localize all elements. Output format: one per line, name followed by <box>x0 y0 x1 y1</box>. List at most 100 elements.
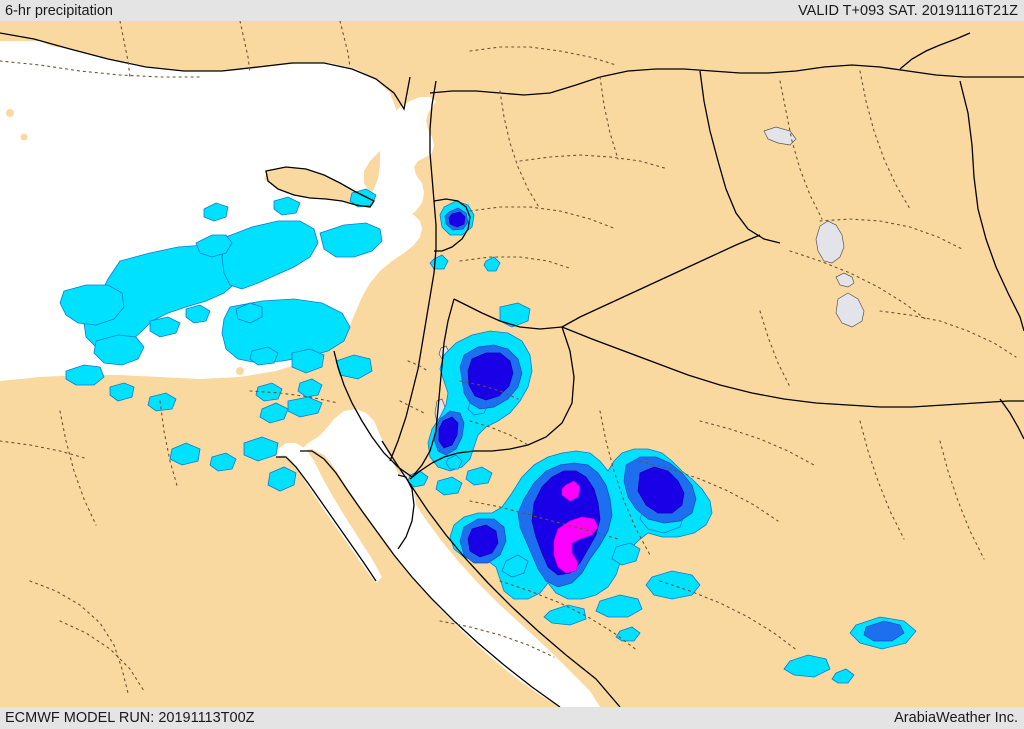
border-israel-egypt <box>333 350 413 478</box>
lake-habbaniyah <box>835 272 855 288</box>
admin-iraq-e <box>879 310 1017 358</box>
precip-layer-very-heavy <box>553 480 599 574</box>
sea-gulf-of-aqaba <box>392 473 416 549</box>
admin-egypt-e <box>29 580 129 694</box>
admin-turkey-b <box>119 21 131 78</box>
admin-iraq-c <box>819 218 963 250</box>
lake-tharthar <box>815 220 845 264</box>
precip-saudi-sat-e <box>501 554 529 578</box>
precip-se-cell-c <box>831 668 855 684</box>
admin-iraq-a <box>779 80 823 220</box>
admin-jordan-a <box>459 380 519 400</box>
coast-levant <box>389 80 437 462</box>
border-jordan-saudi <box>431 326 575 464</box>
precip-med-cell-u <box>297 378 323 398</box>
precip-jordan-small-b <box>445 454 463 470</box>
precip-med-cell-v <box>169 442 201 466</box>
land-turkey <box>0 21 428 69</box>
land-cyprus <box>264 167 374 207</box>
precip-med-cell-x <box>243 436 279 462</box>
map-viewport[interactable] <box>0 21 1024 707</box>
lake-assad <box>763 126 797 146</box>
precip-saudi-sat-c <box>595 594 643 618</box>
admin-syria-d <box>599 76 619 160</box>
precip-med-cell-q <box>203 202 229 222</box>
admin-israel-b <box>399 400 425 414</box>
admin-egypt-c <box>59 410 97 526</box>
admin-saudi-d <box>699 420 815 466</box>
precip-se-mid-a <box>863 620 905 642</box>
border-turkey-east <box>899 32 971 70</box>
coast-gulf-aqaba <box>397 474 415 550</box>
precip-nile-cell-a <box>259 402 289 424</box>
admin-saudi-b <box>469 500 619 540</box>
precip-med-cell-d <box>319 222 383 258</box>
precip-med-cell-b <box>221 220 319 290</box>
admin-syria-a <box>469 46 617 66</box>
precip-med-cell-m <box>147 392 177 412</box>
border-saudi-kuwait <box>999 398 1024 440</box>
admin-saudi-a <box>599 410 651 556</box>
precip-saudi-magenta-core <box>553 516 599 574</box>
coast-gulf-suez <box>276 456 377 582</box>
header-bar: 6-hr precipitation VALID T+093 SAT. 2019… <box>0 0 1024 21</box>
admin-syria-c <box>519 154 669 170</box>
precip-saudi-core-west <box>467 524 499 558</box>
admin-turkey-d <box>339 21 351 68</box>
precip-med-cell-i <box>185 304 211 324</box>
country-borders-layer <box>0 32 1024 707</box>
lake-razzaza <box>835 292 865 328</box>
precip-se-cell-d <box>615 626 641 642</box>
coast-red-sea-west <box>300 450 561 707</box>
island-dot-6 <box>236 367 244 375</box>
precip-se-cell-b <box>783 654 831 678</box>
sea-red-sea <box>300 409 600 707</box>
border-syria-iraq-sw <box>561 234 761 328</box>
footer-bar: ECMWF MODEL RUN: 20191113T00Z ArabiaWeat… <box>0 707 1024 729</box>
map-title: 6-hr precipitation <box>5 2 113 19</box>
border-syria-jordan <box>453 298 563 330</box>
precip-sinai-cell <box>267 466 297 492</box>
admin-syria-f <box>459 256 573 270</box>
border-turkey-syria <box>429 64 1024 96</box>
precip-jordan-core-west <box>438 416 459 449</box>
island-dot-3 <box>297 373 303 379</box>
precip-layer-heavy <box>438 211 685 576</box>
admin-borders-layer <box>0 21 1017 694</box>
admin-iraq-b <box>859 70 911 210</box>
precip-lebanon-core <box>448 211 466 228</box>
map-click-surface[interactable] <box>0 21 1024 707</box>
precip-med-cell-n <box>249 346 279 366</box>
precip-saudi-core-east <box>637 466 685 514</box>
model-run-label: ECMWF MODEL RUN: 20191113T00Z <box>5 709 255 726</box>
precip-med-cell-w <box>209 452 237 472</box>
admin-iraq-d <box>789 250 929 322</box>
admin-israel-a <box>407 360 429 372</box>
border-saudi-iraq <box>561 326 1024 408</box>
admin-saudi-g <box>439 620 555 658</box>
precip-med-cell-f <box>59 284 125 326</box>
precip-jordan-small-a <box>465 466 493 486</box>
admin-saudi-f <box>499 580 639 652</box>
precipitation-map[interactable] <box>0 21 1024 707</box>
admin-egypt-f <box>59 620 145 692</box>
border-lebanon <box>433 198 471 252</box>
island-dot-2 <box>6 109 14 117</box>
admin-syria-e <box>469 206 617 230</box>
precip-saudi-core-main <box>531 470 601 576</box>
admin-iraq-f <box>759 310 791 388</box>
valid-time-label: VALID T+093 SAT. 20191116T21Z <box>798 2 1018 19</box>
precip-med-cell-g <box>93 334 145 366</box>
admin-saudi-e <box>659 580 799 652</box>
coast-cyprus <box>265 166 375 208</box>
coast-anatolia-south <box>0 32 411 111</box>
precip-med-cell-j <box>149 316 181 338</box>
admin-syria-b <box>499 90 541 210</box>
precip-saudi-sat-f <box>611 542 641 566</box>
precip-med-cell-l <box>109 382 135 402</box>
island-dot-1 <box>20 133 28 141</box>
precip-med-cell-h <box>235 302 263 324</box>
precip-med-cell-o <box>291 348 325 374</box>
precip-saudi-magenta-blob-n <box>561 480 581 502</box>
